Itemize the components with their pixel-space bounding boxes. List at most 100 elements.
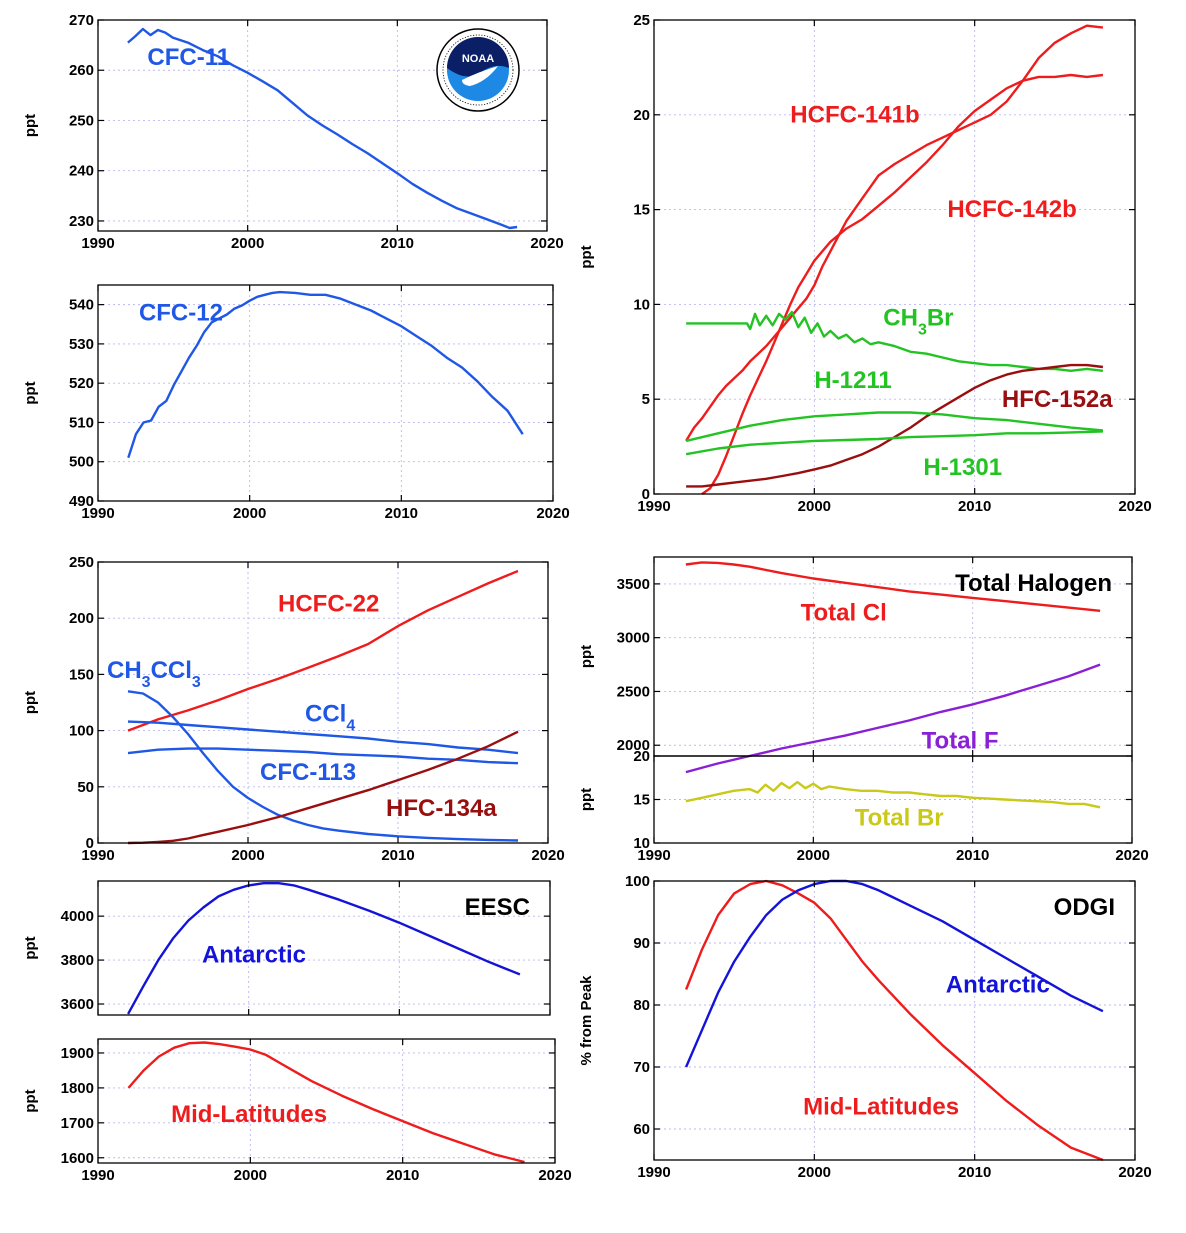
x-tick-label: 2010 xyxy=(385,505,418,522)
plot-frame xyxy=(97,880,551,1016)
y-axis-label: ppt xyxy=(22,381,39,404)
series-label: H-1211 xyxy=(814,367,891,394)
series-label: Mid-Latitudes xyxy=(171,1101,327,1128)
y-tick-label: 510 xyxy=(69,414,94,431)
x-tick-label: 2020 xyxy=(536,505,569,522)
x-tick-label: 2010 xyxy=(958,498,991,515)
noaa-logo: NOAA xyxy=(436,28,520,112)
y-tick-label: 3500 xyxy=(617,576,650,593)
y-tick-label: 3800 xyxy=(61,952,94,969)
series-line-hcfc-2 xyxy=(686,310,1104,372)
x-tick-label: 1990 xyxy=(637,498,670,515)
y-tick-label: 150 xyxy=(69,666,94,683)
chart-panel-eesc_ant: 3600 3800 4000 ppt EESC Antarctic xyxy=(22,880,551,1016)
panel-title: EESC xyxy=(465,894,530,921)
chart-panel-cfc11: 1990 2000 2010 2020 230 240 250 260 270 ppt CFC-11 xyxy=(22,12,564,252)
x-tick-label: 1990 xyxy=(637,1164,670,1181)
series-label: CFC-113 xyxy=(260,759,356,786)
series-label: HFC-134a xyxy=(386,795,497,822)
y-tick-label: 200 xyxy=(69,610,94,627)
x-tick-label: 2010 xyxy=(381,847,414,864)
x-tick-label: 2000 xyxy=(234,1167,267,1184)
x-tick-label: 1990 xyxy=(637,847,670,864)
x-tick-label: 2000 xyxy=(231,847,264,864)
y-tick-label: 2500 xyxy=(617,683,650,700)
x-tick-label: 2020 xyxy=(530,235,563,252)
plot-frame xyxy=(653,880,1136,1161)
x-tick-label: 1990 xyxy=(81,505,114,522)
y-tick-label: 1700 xyxy=(61,1115,94,1132)
y-tick-label: 100 xyxy=(625,873,650,890)
series-line-cfc11-0 xyxy=(127,27,518,230)
series-label: CH3Br xyxy=(883,304,953,338)
x-tick-label: 2000 xyxy=(798,498,831,515)
series-line-eesc_ant-0 xyxy=(127,882,521,1015)
series-line-odgi-0 xyxy=(684,879,1104,1162)
y-tick-label: 0 xyxy=(86,835,94,852)
x-tick-label: 2000 xyxy=(233,505,266,522)
plot-frame xyxy=(97,284,554,502)
series-line-hcfc-5 xyxy=(685,430,1103,456)
x-tick-label: 2010 xyxy=(958,1164,991,1181)
y-tick-label: 540 xyxy=(69,297,94,314)
plot-frame xyxy=(97,19,548,232)
series-line-hcfc-1 xyxy=(685,24,1104,442)
y-tick-label: 4000 xyxy=(61,908,94,925)
y-tick-label: 20 xyxy=(633,748,650,765)
panel-title: Total Halogen xyxy=(955,570,1112,597)
x-tick-label: 2000 xyxy=(798,1164,831,1181)
series-line-totbr-0 xyxy=(685,780,1101,809)
y-tick-label: 90 xyxy=(633,935,650,952)
series-line-mixed-4 xyxy=(127,730,519,845)
series-label: CFC-11 xyxy=(147,44,230,71)
y-tick-label: 1800 xyxy=(61,1080,94,1097)
x-tick-label: 2020 xyxy=(1115,847,1148,864)
y-tick-label: 270 xyxy=(69,12,94,29)
y-tick-label: 10 xyxy=(633,296,650,313)
series-line-eesc_mid-0 xyxy=(127,1041,525,1164)
x-tick-label: 2000 xyxy=(797,847,830,864)
y-tick-label: 5 xyxy=(642,391,650,408)
x-tick-label: 2010 xyxy=(956,847,989,864)
x-tick-label: 1990 xyxy=(81,235,114,252)
y-tick-label: 530 xyxy=(69,336,94,353)
plot-frame xyxy=(97,1038,556,1164)
y-tick-label: 25 xyxy=(633,12,650,29)
y-tick-label: 0 xyxy=(642,486,650,503)
chart-panel-hcfc: 1990 2000 2010 2020 0 5 10 15 20 25 ppt HCFC-141b HC… xyxy=(578,12,1152,515)
chart-panel-odgi: 1990 2000 2010 2020 60 70 80 90 100 % from Peak OD… xyxy=(578,873,1152,1181)
series-line-hcfc-0 xyxy=(701,73,1104,495)
x-tick-label: 2020 xyxy=(1118,1164,1151,1181)
series-line-mixed-1 xyxy=(127,690,519,842)
y-tick-label: 1900 xyxy=(61,1045,94,1062)
series-label: Total Cl xyxy=(801,599,887,626)
y-tick-label: 250 xyxy=(69,554,94,571)
noaa-logo-text: NOAA xyxy=(462,53,494,65)
x-tick-label: 1990 xyxy=(81,847,114,864)
y-tick-label: 250 xyxy=(69,112,94,129)
chart-panel-mixed: 1990 2000 2010 2020 0 50 100 150 200 250 ppt HCFC-2… xyxy=(22,554,565,864)
y-axis-label: ppt xyxy=(22,1089,39,1112)
chart-panel-totclf: 2000 2500 3000 3500 ppt Total Halogen Total Cl… xyxy=(578,556,1133,774)
x-tick-label: 2020 xyxy=(531,847,564,864)
y-tick-label: 3600 xyxy=(61,996,94,1013)
series-label: H-1301 xyxy=(923,454,1002,481)
y-tick-label: 260 xyxy=(69,62,94,79)
y-axis-label: ppt xyxy=(578,645,595,668)
chart-panel-totbr: 1990 2000 2010 2020 10 15 20 ppt Total Br xyxy=(578,748,1149,864)
x-tick-label: 2000 xyxy=(231,235,264,252)
y-axis-label: ppt xyxy=(22,691,39,714)
y-tick-label: 15 xyxy=(633,792,650,809)
y-tick-label: 240 xyxy=(69,163,94,180)
x-tick-label: 1990 xyxy=(81,1167,114,1184)
y-tick-label: 70 xyxy=(633,1059,650,1076)
series-label: Mid-Latitudes xyxy=(803,1094,959,1121)
panel-title: ODGI xyxy=(1054,894,1115,921)
series-line-cfc12-0 xyxy=(127,290,524,459)
series-label: Total Br xyxy=(855,805,944,832)
series-label: HCFC-142b xyxy=(947,196,1076,223)
chart-panel-eesc_mid: 1990 2000 2010 2020 1600 1700 1800 1900 ppt Mid-L… xyxy=(22,1038,572,1184)
y-axis-label: % from Peak xyxy=(578,975,595,1066)
x-tick-label: 2020 xyxy=(538,1167,571,1184)
